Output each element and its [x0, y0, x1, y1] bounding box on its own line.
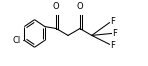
Text: O: O: [76, 2, 83, 11]
Text: O: O: [52, 2, 59, 11]
Text: F: F: [112, 29, 117, 38]
Text: F: F: [111, 41, 115, 50]
Text: Cl: Cl: [13, 36, 21, 45]
Text: F: F: [111, 17, 115, 26]
